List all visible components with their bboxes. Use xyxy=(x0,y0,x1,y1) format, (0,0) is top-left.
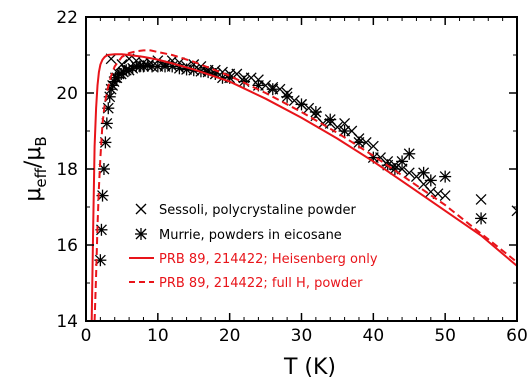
plot-series xyxy=(90,49,517,321)
x-tick-label: 0 xyxy=(81,326,92,346)
y-tick-label: 20 xyxy=(56,84,78,104)
legend-label-murrie: Murrie, powders in eicosane xyxy=(159,228,342,243)
y-axis-title-main: μ xyxy=(21,188,46,202)
data-point-murrie xyxy=(352,136,365,149)
data-point-murrie xyxy=(309,106,322,118)
x-tick-label: 40 xyxy=(363,326,385,346)
y-tick-label: 14 xyxy=(56,312,78,332)
y-tick-label: 18 xyxy=(56,160,78,180)
data-point-murrie xyxy=(424,174,437,187)
legend-item-heisenberg: PRB 89, 214422; Heisenberg only xyxy=(129,252,378,267)
data-point-sessoli xyxy=(475,193,487,205)
axis-ticks: 0 10 20 30 40 50 60 14 16 18 20 22 xyxy=(56,8,527,346)
x-tick-label: 10 xyxy=(147,326,169,346)
x-axis-title: T (K) xyxy=(283,355,336,380)
data-point-murrie xyxy=(295,98,308,111)
legend-label-heisenberg: PRB 89, 214422; Heisenberg only xyxy=(159,252,378,267)
x-tick-label: 60 xyxy=(506,326,528,346)
legend-marker-asterisk-glyph xyxy=(135,228,147,240)
data-point-sessoli xyxy=(367,140,379,152)
legend-label-sessoli: Sessoli, polycrystaline powder xyxy=(159,203,356,218)
legend-item-sessoli: Sessoli, polycrystaline powder xyxy=(135,203,356,218)
legend-label-full-h: PRB 89, 214422; full H, powder xyxy=(159,276,363,291)
y-axis-title-sub2: B xyxy=(32,136,50,146)
x-tick-label: 20 xyxy=(219,326,241,346)
y-axis-title-sep: /μ xyxy=(21,147,46,168)
legend: Sessoli, polycrystaline powder Murrie, p… xyxy=(129,203,378,291)
legend-marker-x-glyph xyxy=(135,203,147,215)
data-point-murrie xyxy=(281,90,294,103)
y-axis-title-sub1: eff xyxy=(32,167,50,187)
legend-item-murrie: Murrie, powders in eicosane xyxy=(135,228,342,243)
data-point-murrie xyxy=(403,147,416,160)
series-line-heisenberg-solid xyxy=(90,53,517,321)
legend-marker-x xyxy=(135,203,147,215)
data-point-sessoli xyxy=(425,186,437,198)
y-tick-label: 22 xyxy=(56,8,78,28)
data-point-murrie xyxy=(100,117,113,130)
data-point-murrie xyxy=(439,170,452,183)
data-point-murrie xyxy=(475,212,488,225)
y-axis-title: μeff/μB xyxy=(21,136,50,201)
y-tick-label: 16 xyxy=(56,236,78,256)
data-point-sessoli xyxy=(439,190,451,202)
data-point-murrie xyxy=(266,83,279,96)
data-point-murrie xyxy=(95,223,108,236)
legend-item-full-h: PRB 89, 214422; full H, powder xyxy=(129,276,363,291)
data-point-murrie xyxy=(324,113,337,126)
x-tick-label: 50 xyxy=(434,326,456,346)
legend-marker-asterisk xyxy=(135,228,147,240)
x-tick-label: 30 xyxy=(291,326,313,346)
series-line-full-h-dashed xyxy=(93,49,517,321)
data-point-sessoli xyxy=(403,167,415,179)
